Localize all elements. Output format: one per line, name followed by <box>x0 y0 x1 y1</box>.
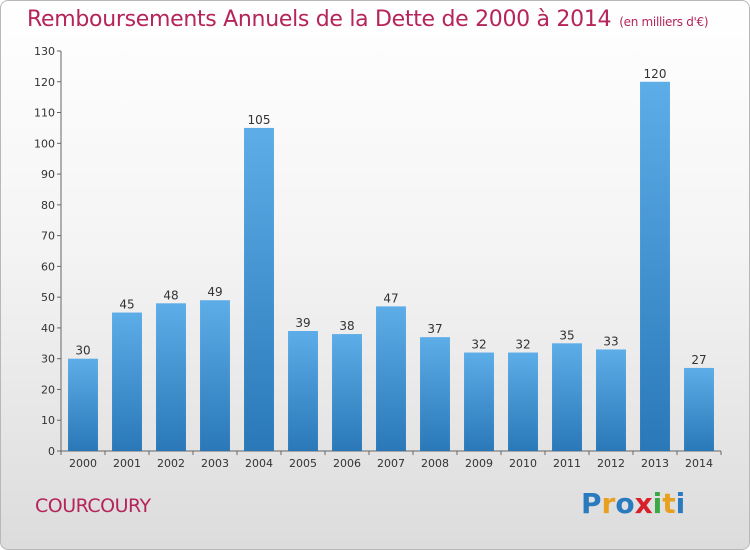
y-tick-label: 30 <box>41 353 55 366</box>
data-label: 105 <box>248 113 271 127</box>
data-label: 33 <box>603 334 618 348</box>
bar <box>156 303 186 451</box>
y-tick-label: 110 <box>34 107 55 120</box>
x-tick-label: 2001 <box>113 457 141 470</box>
x-tick-label: 2009 <box>465 457 493 470</box>
y-tick-label: 80 <box>41 199 55 212</box>
bar <box>420 337 450 451</box>
x-tick-label: 2005 <box>289 457 317 470</box>
y-tick-label: 130 <box>34 45 55 58</box>
x-tick-label: 2000 <box>69 457 97 470</box>
bar <box>332 334 362 451</box>
x-tick-label: 2011 <box>553 457 581 470</box>
x-tick-label: 2012 <box>597 457 625 470</box>
data-label: 45 <box>119 298 134 312</box>
data-label: 30 <box>75 344 90 358</box>
logo-letter: x <box>634 487 653 520</box>
y-tick-label: 50 <box>41 291 55 304</box>
bar <box>68 358 98 451</box>
y-tick-label: 60 <box>41 260 55 273</box>
y-tick-label: 100 <box>34 137 55 150</box>
bars <box>68 81 714 452</box>
bar <box>200 300 230 451</box>
data-label: 38 <box>339 319 354 333</box>
y-tick-label: 10 <box>41 414 55 427</box>
y-tick-label: 90 <box>41 168 55 181</box>
x-tick-label: 2010 <box>509 457 537 470</box>
logo-letter: i <box>675 487 686 520</box>
bar <box>244 127 274 451</box>
y-tick-label: 120 <box>34 76 55 89</box>
chart-title: Remboursements Annuels de la Dette de 20… <box>27 7 709 32</box>
x-tick-label: 2008 <box>421 457 449 470</box>
bar <box>640 81 670 452</box>
data-label: 48 <box>163 288 178 302</box>
bar <box>596 349 626 451</box>
data-label: 27 <box>691 353 706 367</box>
data-label: 35 <box>559 328 574 342</box>
x-tick-label: 2003 <box>201 457 229 470</box>
logo-letter: i <box>652 487 663 520</box>
data-label: 37 <box>427 322 442 336</box>
bar <box>508 352 538 451</box>
x-tick-label: 2002 <box>157 457 185 470</box>
logo-letter: o <box>615 487 635 520</box>
bar <box>288 331 318 451</box>
bar <box>112 312 142 451</box>
logo-letter: t <box>662 487 676 520</box>
logo-letter: r <box>601 487 616 520</box>
chart-unit: (en milliers d'€) <box>619 15 709 29</box>
bar <box>464 352 494 451</box>
y-tick-label: 70 <box>41 230 55 243</box>
bar <box>552 343 582 451</box>
x-tick-label: 2004 <box>245 457 273 470</box>
data-label: 47 <box>383 291 398 305</box>
bar <box>376 306 406 451</box>
data-label: 32 <box>515 338 530 352</box>
y-tick-label: 20 <box>41 383 55 396</box>
data-label: 32 <box>471 338 486 352</box>
x-tick-label: 2007 <box>377 457 405 470</box>
data-label: 39 <box>295 316 310 330</box>
x-tick-label: 2006 <box>333 457 361 470</box>
city-name: COURCOURY <box>35 495 151 517</box>
data-label: 120 <box>644 67 667 81</box>
data-label: 49 <box>207 285 222 299</box>
proxiti-logo: Proxiti <box>581 487 685 520</box>
logo-letter: P <box>581 487 602 520</box>
y-tick-label: 40 <box>41 322 55 335</box>
x-tick-label: 2014 <box>685 457 713 470</box>
y-tick-label: 0 <box>48 445 55 458</box>
x-tick-label: 2013 <box>641 457 669 470</box>
bar <box>684 367 714 451</box>
labels: 2000 30 2001 45 2002 48 2003 49 2004 105 2005 39 200… <box>69 67 713 470</box>
